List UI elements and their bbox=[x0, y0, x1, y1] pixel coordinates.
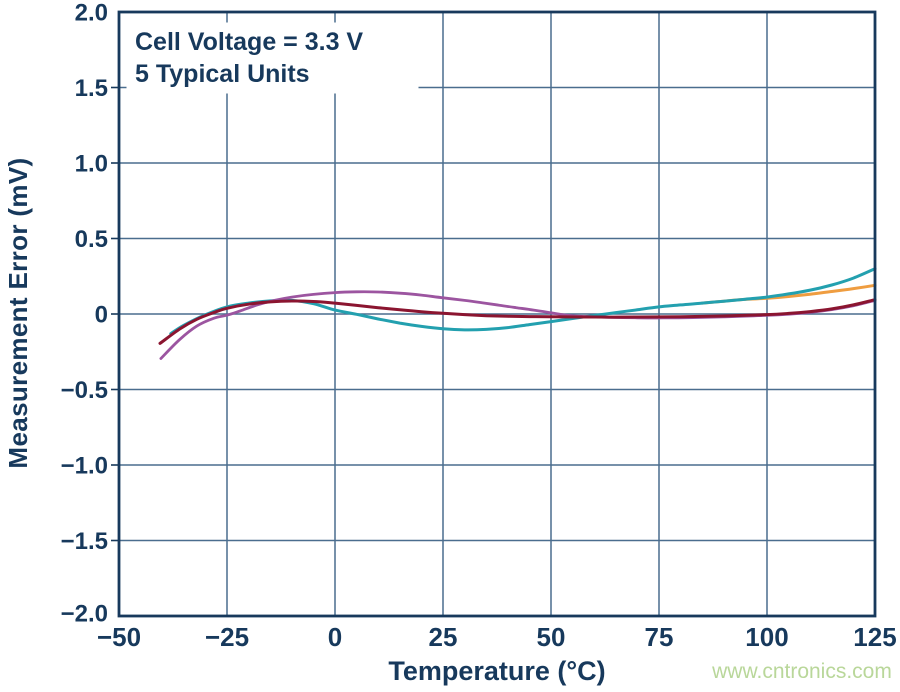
svg-text:Temperature (°C): Temperature (°C) bbox=[388, 656, 605, 686]
svg-text:2.0: 2.0 bbox=[75, 0, 108, 27]
svg-text:−1.0: −1.0 bbox=[61, 453, 108, 480]
svg-text:Measurement Error (mV): Measurement Error (mV) bbox=[3, 157, 33, 468]
svg-text:0: 0 bbox=[95, 302, 108, 329]
svg-text:−2.0: −2.0 bbox=[61, 600, 108, 627]
svg-text:0: 0 bbox=[328, 622, 342, 652]
svg-text:−25: −25 bbox=[205, 622, 249, 652]
svg-text:100: 100 bbox=[745, 622, 788, 652]
svg-text:125: 125 bbox=[853, 622, 896, 652]
svg-text:−0.5: −0.5 bbox=[61, 377, 108, 404]
svg-text:5 Typical Units: 5 Typical Units bbox=[135, 60, 310, 88]
svg-text:25: 25 bbox=[429, 622, 458, 652]
svg-text:50: 50 bbox=[537, 622, 566, 652]
svg-text:Cell Voltage = 3.3 V: Cell Voltage = 3.3 V bbox=[135, 28, 363, 56]
svg-text:−1.5: −1.5 bbox=[61, 528, 108, 555]
svg-text:0.5: 0.5 bbox=[75, 226, 108, 253]
svg-text:1.5: 1.5 bbox=[75, 75, 108, 102]
svg-text:1.0: 1.0 bbox=[75, 151, 108, 178]
svg-text:75: 75 bbox=[645, 622, 674, 652]
svg-text:−50: −50 bbox=[97, 622, 141, 652]
svg-text:www.cntronics.com: www.cntronics.com bbox=[711, 660, 892, 683]
